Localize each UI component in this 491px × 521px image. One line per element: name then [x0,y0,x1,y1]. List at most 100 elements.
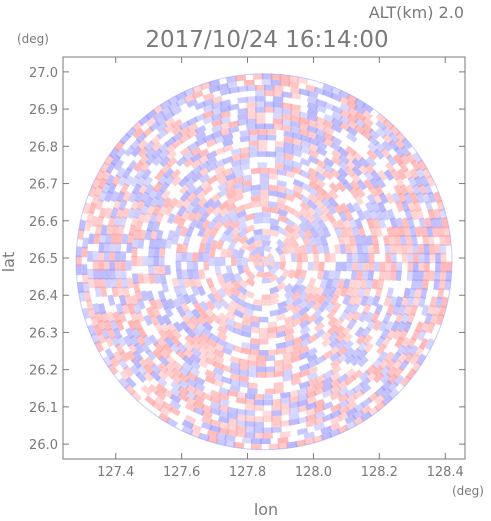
radar-cell [331,302,342,313]
radar-cell [271,421,282,428]
radar-cell [421,167,432,180]
radar-cell [277,300,288,310]
radar-cell [267,332,278,339]
radar-cell [183,341,195,353]
radar-cell [339,102,352,113]
radar-cell [311,434,324,444]
radar-cell [330,155,343,166]
radar-cell [381,125,394,138]
radar-cell [255,118,266,124]
radar-cell [81,246,88,258]
radar-cell [146,220,155,232]
radar-cell [243,79,255,86]
radar-cell [153,256,160,267]
radar-cell [321,376,334,387]
radar-cell [401,200,410,213]
radar-cell [240,347,252,355]
radar-cell [209,407,222,416]
radar-cell [225,202,237,212]
radar-cell [408,287,417,299]
radar-cell [421,304,430,317]
radar-cell [227,272,237,283]
radar-cell [250,190,261,197]
radar-cell [362,334,373,346]
radar-cell [218,386,230,396]
radar-cell [380,209,390,221]
radar-cell [394,234,402,246]
radar-cell [316,140,328,151]
radar-cell [384,351,395,363]
radar-cell [282,374,293,382]
radar-cell [109,260,115,271]
radar-cell [105,174,115,187]
radar-cell [375,177,387,189]
radar-cell [328,182,340,193]
radar-cell [106,311,116,324]
radar-cell [386,304,395,316]
radar-cell [359,411,372,422]
radar-cell [329,358,342,369]
radar-cell [118,311,127,323]
radar-cell [269,229,280,238]
radar-cell [82,202,91,215]
chart-subtitle: ALT(km) 2.0 [369,3,464,22]
radar-cell [361,102,374,114]
radar-range-edge [75,73,453,451]
radar-cell [298,221,309,233]
radar-cell [367,243,375,255]
radar-cell [276,168,288,176]
radar-cell [161,401,174,412]
radar-cell [315,104,327,114]
radar-cell [202,184,214,195]
radar-cell [213,147,226,156]
radar-cell [268,443,280,450]
radar-cell [206,162,218,173]
radar-cell [181,425,194,436]
radar-cell [204,307,215,318]
radar-cell [445,270,452,282]
radar-cell [158,329,169,341]
radar-cell [112,311,121,324]
radar-cell [414,287,423,299]
radar-cell [313,380,326,390]
radar-cell [103,268,111,280]
radar-cell [314,128,327,138]
radar-cell [137,238,145,249]
radar-cell [204,204,216,216]
radar-cell [269,218,280,226]
radar-cell [247,387,258,395]
radar-cell [378,270,386,281]
radar-cell [284,187,296,196]
radar-cell [380,372,392,385]
radar-cell [167,101,180,112]
radar-cell [288,75,300,83]
radar-cell [307,377,319,387]
radar-cell [289,103,302,112]
radar-cell [299,312,310,323]
radar-cell [211,101,223,110]
radar-cell [346,261,353,272]
radar-cell [365,156,377,168]
radar-cell [385,261,392,272]
radar-cell [424,261,430,273]
radar-cell [146,290,155,302]
radar-cell [283,130,295,138]
radar-cell [412,200,422,213]
radar-cell [186,128,199,139]
radar-cell [241,318,252,327]
radar-cell [299,332,311,342]
radar-cell [238,375,249,383]
radar-cell [236,215,247,225]
radar-cell [333,203,344,215]
radar-cell [272,101,284,109]
radar-cell [272,96,284,103]
radar-cell [241,330,252,338]
radar-cell [246,112,257,119]
radar-cell [124,145,136,157]
radar-cell [104,277,112,289]
radar-cell [204,369,216,379]
radar-cell [437,287,445,300]
radar-cell [161,282,169,293]
radar-cell [261,228,272,235]
radar-cell [362,303,372,315]
